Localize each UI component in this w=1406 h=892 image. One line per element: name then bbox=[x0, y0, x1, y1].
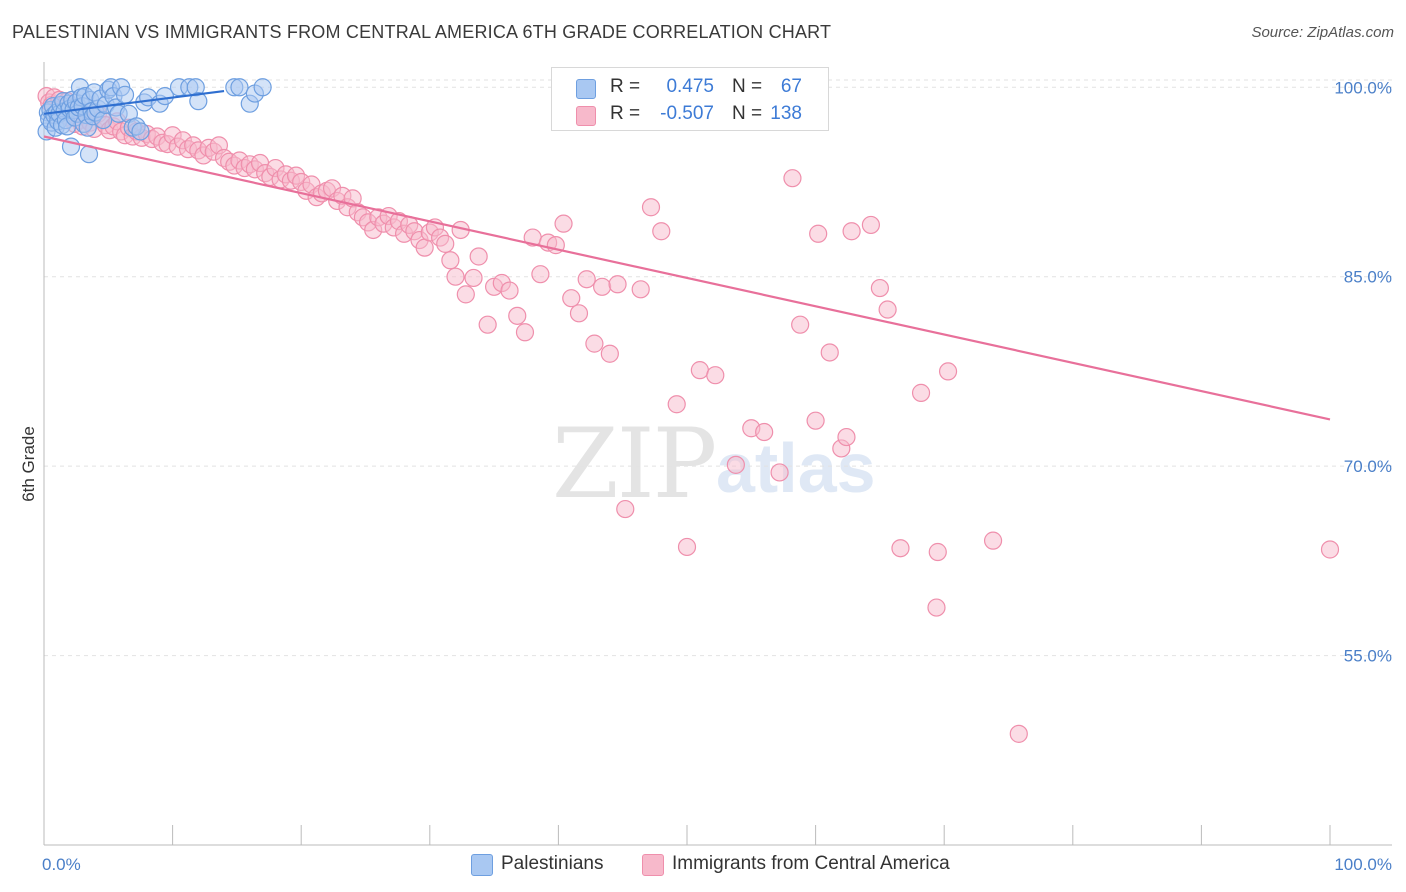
legend-label: Palestinians bbox=[501, 853, 604, 874]
data-point-central-america bbox=[608, 275, 627, 294]
trend-lines bbox=[43, 89, 1331, 421]
data-point-central-america bbox=[531, 265, 550, 284]
data-point-central-america bbox=[415, 238, 434, 257]
data-point-central-america bbox=[783, 169, 802, 188]
data-point-central-america bbox=[569, 304, 589, 323]
legend-row-palestinians: R = 0.475 N = 67 bbox=[552, 74, 828, 100]
series-legend: Palestinians Immigrants from Central Ame… bbox=[0, 852, 1406, 878]
data-point-palestinians bbox=[155, 86, 174, 106]
series-immigrants-central-america bbox=[37, 86, 1340, 743]
data-point-central-america bbox=[911, 383, 931, 402]
data-point-central-america bbox=[562, 289, 581, 308]
r-value: 0.475 bbox=[666, 76, 714, 97]
stats-legend: R = 0.475 N = 67 R = -0.507 N = 138 bbox=[551, 67, 829, 131]
data-point-palestinians bbox=[115, 85, 135, 104]
trend-line-palestinians bbox=[43, 89, 225, 115]
data-point-central-america bbox=[469, 247, 488, 266]
data-point-central-america bbox=[593, 277, 612, 296]
data-point-central-america bbox=[928, 542, 947, 562]
data-point-central-america bbox=[1320, 540, 1340, 559]
data-point-central-america bbox=[870, 278, 890, 298]
data-point-central-america bbox=[652, 222, 671, 241]
data-point-central-america bbox=[927, 598, 946, 617]
data-point-central-america bbox=[456, 285, 475, 304]
data-point-central-america bbox=[706, 366, 725, 385]
data-point-central-america bbox=[631, 280, 650, 299]
data-point-central-america bbox=[446, 267, 465, 286]
data-point-central-america bbox=[891, 539, 910, 558]
data-point-central-america bbox=[806, 411, 825, 430]
x-tick-label: 100.0% bbox=[1334, 855, 1392, 874]
n-label: N = bbox=[732, 103, 763, 124]
data-point-palestinians bbox=[94, 110, 113, 130]
legend-row-central-america: R = -0.507 N = 138 bbox=[552, 101, 828, 127]
data-point-central-america bbox=[809, 224, 828, 243]
legend-swatch-pink bbox=[642, 854, 664, 876]
n-value: 67 bbox=[780, 76, 802, 97]
data-point-central-america bbox=[641, 198, 661, 217]
series-palestinians bbox=[37, 78, 272, 164]
data-point-central-america bbox=[842, 222, 861, 241]
legend-swatch-pink bbox=[576, 106, 596, 126]
y-tick-labels: 100.0% 85.0% 70.0% 55.0% bbox=[1334, 78, 1392, 665]
x-tick-label: 0.0% bbox=[42, 855, 81, 874]
data-point-palestinians bbox=[189, 92, 208, 111]
data-point-central-america bbox=[600, 344, 619, 363]
y-tick-label: 100.0% bbox=[1334, 78, 1392, 97]
data-point-central-america bbox=[436, 234, 455, 253]
data-point-central-america bbox=[616, 499, 635, 519]
data-point-central-america bbox=[690, 361, 709, 380]
axes bbox=[43, 62, 1392, 846]
x-tick-labels: 0.0% 100.0% bbox=[42, 855, 1392, 874]
data-point-central-america bbox=[837, 427, 856, 447]
data-point-central-america bbox=[667, 395, 686, 414]
legend-label: Immigrants from Central America bbox=[672, 853, 950, 874]
y-tick-label: 85.0% bbox=[1344, 268, 1392, 287]
watermark-zip: ZIP bbox=[552, 408, 717, 520]
y-tick-label: 55.0% bbox=[1344, 647, 1392, 666]
data-point-central-america bbox=[820, 343, 839, 362]
data-point-palestinians bbox=[253, 78, 272, 97]
r-label: R = bbox=[610, 103, 641, 124]
data-point-central-america bbox=[726, 455, 745, 474]
data-point-central-america bbox=[878, 300, 897, 319]
y-axis-label: 6th Grade bbox=[19, 426, 38, 502]
r-value: -0.507 bbox=[660, 103, 714, 124]
legend-swatch-blue bbox=[471, 854, 493, 876]
n-value: 138 bbox=[770, 103, 802, 124]
data-point-central-america bbox=[515, 323, 535, 342]
data-point-central-america bbox=[464, 268, 483, 288]
data-point-central-america bbox=[500, 281, 519, 300]
source-label: Source: ZipAtlas.com bbox=[1251, 24, 1394, 41]
data-point-palestinians bbox=[131, 122, 150, 141]
data-point-palestinians bbox=[230, 78, 249, 97]
data-point-central-america bbox=[755, 422, 774, 442]
data-point-central-america bbox=[938, 362, 958, 381]
data-point-central-america bbox=[478, 315, 497, 334]
data-point-central-america bbox=[1009, 724, 1028, 743]
chart-title: PALESTINIAN VS IMMIGRANTS FROM CENTRAL A… bbox=[12, 22, 832, 42]
y-tick-label: 70.0% bbox=[1344, 457, 1392, 476]
trend-line-central-america bbox=[43, 135, 1331, 421]
data-point-central-america bbox=[577, 270, 596, 289]
legend-swatch-blue bbox=[576, 79, 596, 99]
data-point-central-america bbox=[441, 251, 460, 270]
data-point-central-america bbox=[677, 537, 697, 557]
data-point-central-america bbox=[508, 306, 527, 325]
data-point-central-america bbox=[770, 463, 789, 482]
n-label: N = bbox=[732, 76, 763, 97]
data-point-central-america bbox=[791, 315, 810, 334]
data-point-central-america bbox=[983, 531, 1003, 550]
r-label: R = bbox=[610, 76, 641, 97]
data-point-central-america bbox=[585, 334, 604, 353]
data-point-central-america bbox=[861, 215, 880, 235]
data-point-central-america bbox=[554, 214, 573, 233]
